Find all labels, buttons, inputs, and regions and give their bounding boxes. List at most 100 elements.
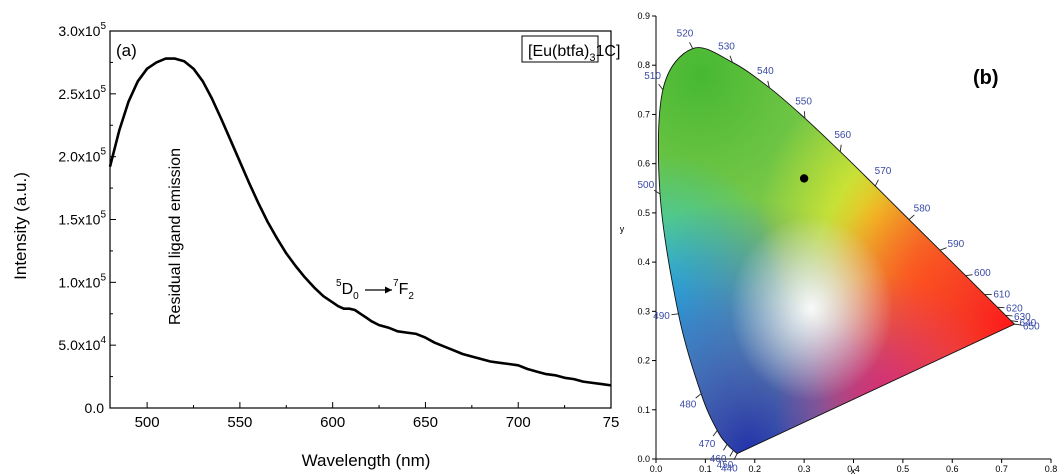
wavelength-label: 590	[948, 239, 965, 250]
x-tick-label-b: 0.0	[650, 464, 663, 474]
y-tick-label-b: 0.6	[637, 159, 650, 169]
y-tick-label-b: 0.2	[637, 356, 650, 366]
wavelength-tick	[695, 393, 702, 399]
wavelength-tick	[803, 111, 806, 119]
transition-d: D	[342, 281, 354, 298]
wavelength-label: 500	[637, 180, 654, 191]
wavelength-label: 530	[718, 41, 735, 52]
y-tick-label-b: 0.5	[637, 208, 650, 218]
compound-label: [Eu(btfa)31C]	[528, 43, 620, 64]
emission-spectrum-line	[108, 57, 612, 387]
y-axis-title-a: Intensity (a.u.)	[11, 172, 30, 280]
y-tick-label-a: 0.0	[85, 400, 105, 416]
chromaticity-gamut-fill	[658, 47, 1015, 454]
wavelength-label: 460	[710, 454, 727, 465]
wavelength-label: 570	[875, 166, 892, 177]
panel-a-marks: 500 550 600 650 700 75 0.0 5.0x104 1.0x105 1.5x10…	[58, 21, 619, 431]
y-tick-label-b: 0.1	[637, 405, 650, 415]
wavelength-tick	[908, 214, 915, 220]
y-tick-label-b: 0.4	[637, 257, 650, 267]
y-tick-label-b: 0.0	[637, 454, 650, 464]
y-tick-label-b: 0.3	[637, 306, 650, 316]
wavelength-label: 440	[721, 464, 738, 475]
wavelength-label: 580	[914, 203, 931, 214]
wavelength-tick	[874, 179, 879, 187]
wavelength-tick	[965, 274, 973, 277]
wavelength-tick	[729, 55, 733, 63]
panel-a-spectrum: (a) [Eu(btfa)31C] Residual ligand emissi…	[11, 35, 620, 470]
x-tick-label-b: 0.1	[699, 464, 712, 474]
x-tick-label-a: 550	[227, 414, 252, 431]
wavelength-label: 560	[834, 130, 851, 141]
transition-d-sup: 5	[336, 278, 342, 289]
wavelength-label: 650	[1023, 322, 1040, 333]
compound-label-sub: 3	[589, 52, 595, 64]
wavelength-tick	[689, 42, 694, 49]
panel-b-label: (b)	[973, 67, 999, 89]
wavelength-tick	[939, 247, 947, 251]
x-tick-label-b: 0.5	[897, 464, 910, 474]
y-tick-label-a: 1.5x105	[58, 210, 106, 228]
wavelength-label: 470	[699, 439, 716, 450]
wavelength-label: 620	[1006, 303, 1023, 314]
wavelength-tick	[658, 83, 664, 91]
y-tick-label-a: 2.0x105	[58, 147, 106, 165]
x-tick-label-a: 650	[413, 414, 438, 431]
x-tick-label-a: 600	[320, 414, 345, 431]
wavelength-label: 610	[993, 289, 1010, 300]
compound-label-box	[521, 35, 599, 63]
wavelength-tick	[733, 453, 738, 461]
y-tick-label-a: 3.0x105	[58, 21, 106, 39]
wavelength-label: 640	[1020, 318, 1037, 329]
panel-b-cie-diagram: (b) x y	[620, 67, 999, 475]
x-axis-title-b: x	[851, 466, 856, 475]
wavelength-label: 630	[1014, 312, 1031, 323]
x-tick-label-b: 0.8	[1045, 464, 1058, 474]
wavelength-label: 600	[974, 268, 991, 279]
transition-d-sub: 0	[353, 291, 359, 302]
transition-annotation: 5D0	[336, 278, 359, 302]
compound-label-main: [Eu(btfa)	[528, 43, 589, 60]
wavelength-tick	[1005, 314, 1013, 317]
wavelength-label: 480	[680, 400, 697, 411]
x-axis-title-a: Wavelength (nm)	[302, 451, 431, 470]
x-tick-label-a: 700	[506, 414, 531, 431]
wavelength-tick	[729, 450, 734, 457]
wavelength-tick	[712, 430, 718, 437]
x-tick-label-b: 0.2	[748, 464, 761, 474]
wavelength-label: 520	[677, 28, 694, 39]
y-axis-title-b: y	[620, 224, 625, 234]
wavelength-tick	[723, 444, 728, 451]
wavelength-tick	[653, 189, 661, 195]
wavelength-tick	[1010, 320, 1019, 323]
y-tick-label-a: 1.0x105	[58, 272, 106, 290]
x-tick-label-b: 0.4	[847, 464, 860, 474]
wavelength-label: 510	[644, 71, 661, 82]
compound-label-tail: 1C]	[595, 43, 620, 60]
cie-coordinate-point	[799, 174, 809, 183]
x-tick-label-a: 75	[603, 414, 620, 431]
y-tick-label-a: 2.5x105	[58, 84, 106, 102]
x-tick-label-b: 0.3	[798, 464, 811, 474]
wavelength-tick	[671, 313, 679, 316]
transition-f: F	[399, 281, 409, 298]
wavelength-label: 490	[653, 311, 670, 322]
transition-f-sub: 2	[408, 291, 414, 302]
y-tick-label-b: 0.7	[637, 109, 650, 119]
wavelength-label: 540	[757, 66, 774, 77]
plot-frame-a	[109, 30, 612, 409]
y-tick-label-a: 5.0x104	[58, 335, 106, 353]
x-tick-label-b: 0.7	[995, 464, 1008, 474]
wavelength-tick	[1014, 323, 1022, 326]
panel-a-label: (a)	[116, 41, 137, 60]
transition-annotation-f: 7F2	[393, 278, 414, 302]
y-tick-label-b: 0.8	[637, 60, 650, 70]
transition-arrowhead	[385, 286, 392, 294]
x-tick-label-b: 0.6	[946, 464, 959, 474]
x-tick-label-a: 500	[135, 414, 160, 431]
wavelength-tick	[767, 80, 770, 88]
wavelength-label: 550	[795, 96, 812, 107]
ligand-emission-annotation: Residual ligand emission	[167, 148, 184, 325]
